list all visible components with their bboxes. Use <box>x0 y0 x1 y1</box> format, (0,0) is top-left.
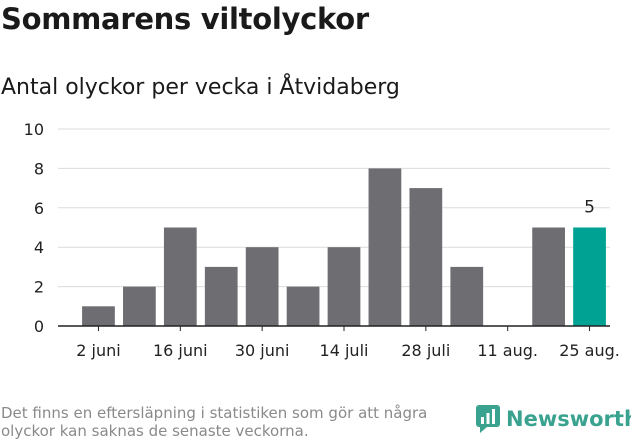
bar <box>327 247 361 326</box>
brand-name: Newsworthy <box>506 407 631 431</box>
x-tick-label: 30 juni <box>235 341 290 360</box>
y-tick-label: 4 <box>34 238 44 257</box>
bar <box>123 286 156 326</box>
y-tick-label: 6 <box>34 199 44 218</box>
footnote: Det finns en eftersläpning i statistiken… <box>1 404 428 440</box>
x-tick-label: 16 juni <box>153 341 208 360</box>
newsworthy-icon <box>476 405 500 433</box>
y-tick-label: 10 <box>24 120 44 139</box>
bar <box>450 266 484 326</box>
bar <box>204 266 238 326</box>
bar <box>532 227 565 326</box>
bar <box>163 227 197 326</box>
bar <box>368 168 402 326</box>
chart-subtitle: Antal olyckor per vecka i Åtvidaberg <box>1 75 400 100</box>
y-tick-label: 0 <box>34 317 44 336</box>
bar-chart: 0 2 4 6 8 10 2 juni 16 juni 30 juni 14 juli 28 jul… <box>24 120 620 360</box>
brand-logo: Newsworthy <box>476 405 631 433</box>
chart-title: Sommarens viltolyckor <box>1 2 369 36</box>
bar <box>409 188 443 326</box>
highlight-data-label: 5 <box>584 198 595 218</box>
x-tick-label: 28 juli <box>401 341 450 360</box>
bar <box>245 247 279 326</box>
bar <box>82 306 115 326</box>
bar <box>286 286 320 326</box>
y-tick-label: 8 <box>34 159 44 178</box>
x-tick-label: 14 juli <box>320 341 369 360</box>
x-tick-label: 11 aug. <box>477 341 538 360</box>
y-tick-label: 2 <box>34 278 44 297</box>
x-tick-label: 25 aug. <box>559 341 620 360</box>
x-tick-label: 2 juni <box>76 341 120 360</box>
bar <box>573 227 606 326</box>
